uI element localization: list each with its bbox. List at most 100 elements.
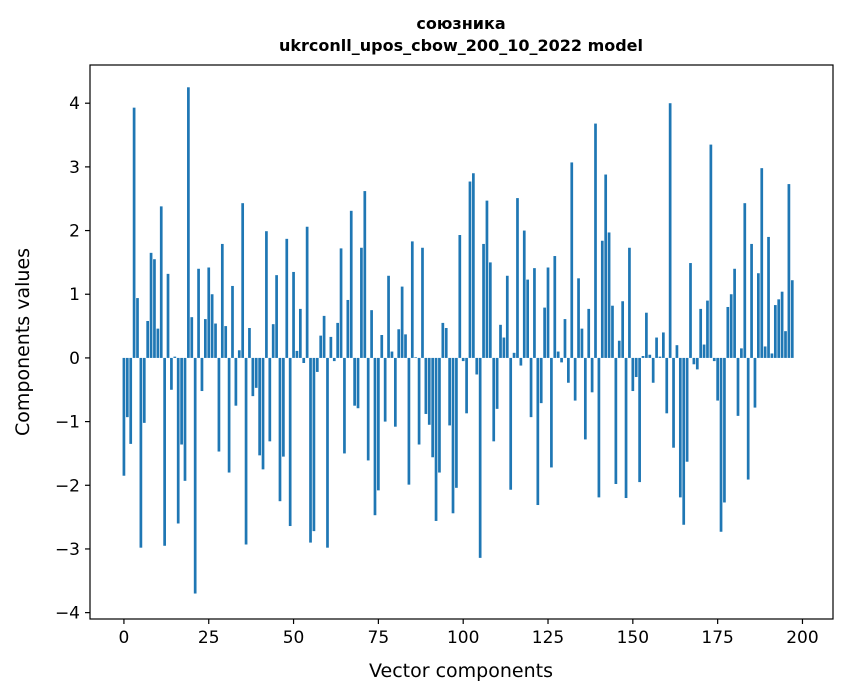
- bar: [522, 230, 526, 358]
- bar: [658, 356, 662, 358]
- bar: [132, 107, 136, 358]
- bar: [526, 279, 530, 358]
- bar: [553, 256, 557, 358]
- bar: [309, 357, 312, 543]
- bar: [482, 243, 485, 358]
- bar: [573, 357, 577, 401]
- bar: [346, 299, 350, 358]
- bar: [695, 357, 699, 370]
- bar: [203, 319, 207, 358]
- bar: [227, 357, 231, 473]
- bar: [675, 345, 679, 358]
- y-axis-ticks: −4 −3 −2 −1 0 1 2 3 4: [55, 94, 90, 624]
- bar: [268, 357, 272, 442]
- bar: [251, 357, 255, 397]
- bar: [665, 357, 669, 414]
- bar: [567, 357, 570, 383]
- bar: [356, 357, 360, 409]
- bar: [678, 357, 682, 498]
- bar: [709, 144, 713, 358]
- bar: [180, 357, 183, 445]
- chart-title-line-2: ukrconll_upos_cbow_200_10_2022 model: [279, 36, 643, 55]
- bar: [655, 337, 658, 358]
- bar: [550, 357, 553, 468]
- bar: [404, 334, 407, 358]
- x-tick-label: 175: [701, 628, 733, 648]
- bar: [360, 247, 363, 358]
- bar: [682, 357, 686, 525]
- bar: [468, 181, 472, 358]
- bar: [716, 357, 719, 401]
- bar: [363, 191, 367, 358]
- bar: [556, 351, 560, 358]
- bar: [546, 267, 550, 358]
- bar: [492, 357, 496, 442]
- bar: [183, 357, 187, 481]
- bar: [536, 357, 540, 506]
- bar: [502, 337, 506, 358]
- bar: [285, 238, 289, 358]
- bar: [176, 357, 180, 524]
- bar: [278, 357, 282, 502]
- bar: [417, 357, 421, 445]
- bar: [624, 357, 628, 499]
- bar: [689, 263, 692, 358]
- bar: [753, 357, 757, 408]
- bar: [136, 298, 139, 358]
- bar: [156, 328, 160, 358]
- bar: [298, 308, 302, 358]
- bar: [207, 267, 211, 358]
- bar: [617, 340, 621, 358]
- bar: [393, 357, 397, 427]
- x-axis-label: Vector components: [369, 660, 553, 682]
- x-tick-label: 150: [617, 628, 649, 648]
- bar: [580, 328, 584, 358]
- bar: [570, 162, 574, 358]
- bar: [282, 357, 285, 457]
- bar: [424, 357, 428, 414]
- bar: [488, 262, 492, 358]
- bar: [560, 357, 563, 363]
- bar: [170, 357, 173, 390]
- y-tick-label: 2: [69, 222, 80, 242]
- bar: [512, 352, 516, 358]
- bar: [265, 231, 268, 358]
- bar: [607, 232, 611, 358]
- bar: [458, 235, 462, 358]
- x-tick-label: 50: [283, 628, 305, 648]
- bar: [485, 200, 489, 358]
- bar: [224, 326, 228, 358]
- bar: [736, 357, 740, 416]
- bar: [563, 319, 567, 358]
- bar: [770, 353, 774, 358]
- bar: [275, 275, 278, 358]
- bar: [634, 357, 638, 378]
- bar: [322, 315, 326, 358]
- bar: [543, 307, 546, 358]
- bar: [773, 305, 777, 358]
- bar: [190, 317, 194, 358]
- bar: [746, 357, 750, 480]
- bar: [173, 356, 177, 358]
- bar: [410, 241, 414, 358]
- bar: [200, 357, 204, 392]
- bar: [387, 275, 390, 358]
- bar: [431, 357, 435, 458]
- bar: [159, 206, 163, 358]
- bar: [125, 357, 129, 418]
- bar: [519, 357, 523, 366]
- bar: [645, 312, 648, 358]
- bar: [767, 236, 770, 358]
- bar: [149, 252, 153, 358]
- bar: [292, 271, 295, 358]
- bar: [577, 278, 580, 358]
- bar: [441, 322, 445, 358]
- bar: [760, 168, 764, 358]
- bar: [787, 184, 791, 358]
- bar: [583, 357, 587, 440]
- bar: [234, 357, 238, 406]
- bar: [712, 357, 716, 362]
- bar: [699, 308, 703, 358]
- x-tick-label: 100: [447, 628, 479, 648]
